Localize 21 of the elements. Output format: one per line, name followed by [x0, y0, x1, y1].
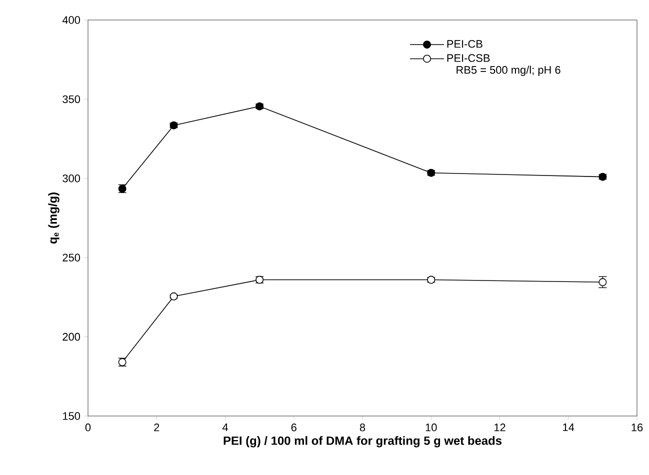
point — [170, 292, 178, 300]
x-tick-label: 2 — [154, 424, 160, 432]
y-tick-label: 350 — [62, 95, 80, 104]
x-tick-label: 12 — [494, 424, 506, 432]
x-tick-label: 14 — [563, 424, 574, 432]
x-tick-label: 8 — [360, 424, 366, 432]
y-tick-label: 300 — [62, 174, 80, 182]
x-tick-label: 16 — [632, 424, 643, 432]
y-tick-label: 150 — [63, 412, 80, 420]
y-axis-title: q$_{e}$ (mg/g) — [48, 192, 60, 244]
x-tick-label: 0 — [85, 424, 91, 432]
annotation: RB5 = 500 mg/l; pH 6 — [456, 66, 560, 76]
y-tick-label: 250 — [62, 254, 80, 262]
y-tick-label: 200 — [62, 332, 80, 341]
x-tick-label: 4 — [222, 424, 228, 432]
x-axis-title: PEI (g) / 100 ml of DMA for grafting 5 g wet beads — [224, 436, 502, 448]
legend-label: PEI-CB — [447, 40, 482, 48]
y-tick-label: 400 — [62, 16, 80, 24]
x-tick-label: 10 — [426, 424, 437, 432]
x-tick-label: 6 — [291, 424, 296, 432]
legend-label: PEI-CSB — [447, 54, 490, 62]
